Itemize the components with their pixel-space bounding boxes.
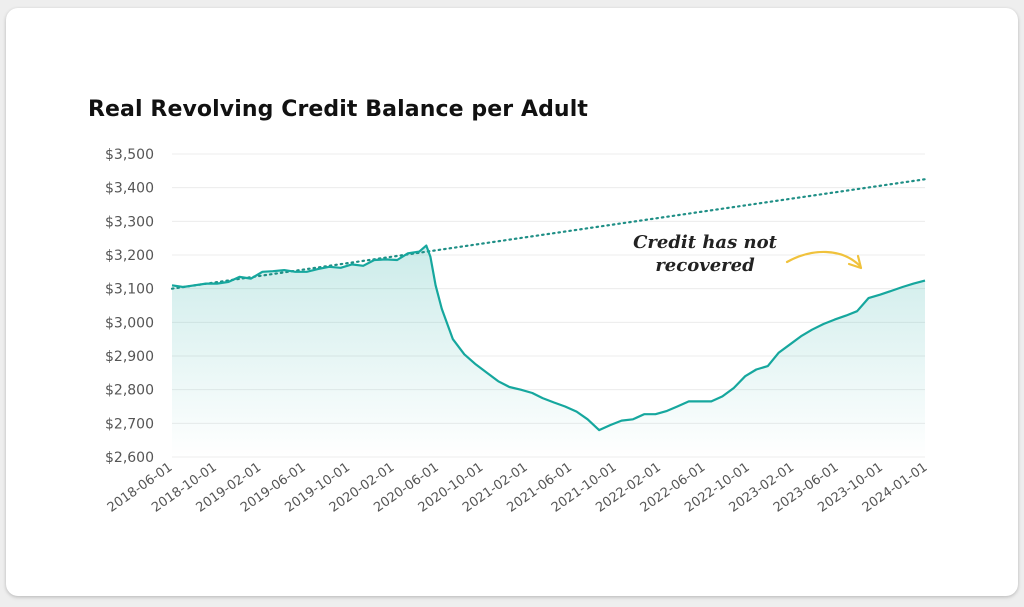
series-area — [172, 245, 925, 457]
y-tick-label: $3,000 — [105, 315, 154, 331]
y-tick-label: $3,500 — [105, 147, 154, 163]
annotation-arrowhead — [847, 254, 863, 270]
y-tick-label: $3,300 — [105, 214, 154, 230]
y-tick-label: $2,900 — [105, 349, 154, 365]
y-tick-label: $2,700 — [105, 416, 154, 432]
y-tick-label: $2,800 — [105, 383, 154, 399]
y-tick-label: $2,600 — [105, 450, 154, 466]
y-tick-label: $3,400 — [105, 181, 154, 197]
annotation-arrow — [785, 250, 862, 268]
trend-line — [170, 178, 927, 290]
annotation-text: recovered — [655, 255, 755, 276]
y-axis-ticks: $2,600 $2,700 $2,800 $2,900 $3,000 $3,100 $3,2… — [105, 147, 154, 466]
series-line — [171, 244, 926, 432]
chart-title: Real Revolving Credit Balance per Adult — [88, 97, 588, 122]
x-axis-ticks: 2018-06-012018-10-012019-02-012019-06-01… — [105, 460, 931, 516]
y-tick-label: $3,100 — [105, 282, 154, 298]
annotation-text: Credit has not — [633, 232, 778, 253]
y-tick-label: $3,200 — [105, 248, 154, 264]
